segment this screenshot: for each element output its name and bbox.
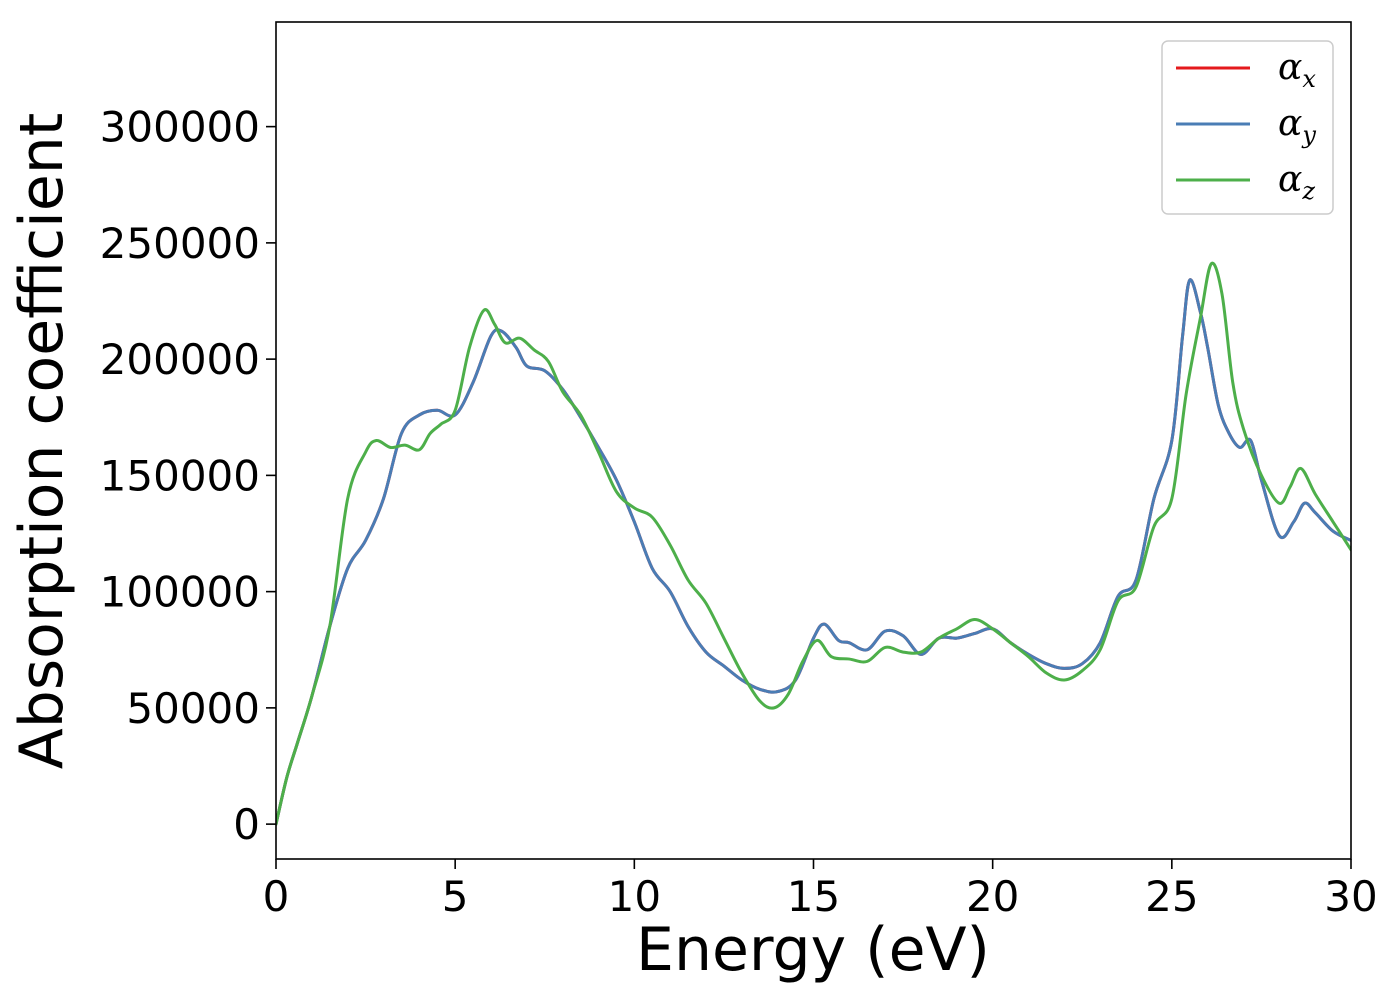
x-tick-label: 20 [966,872,1019,921]
y-tick-label: 150000 [100,451,260,500]
y-tick-label: 250000 [100,219,260,268]
x-tick-label: 15 [787,872,840,921]
y-tick-label: 200000 [100,335,260,384]
x-tick-label: 0 [263,872,290,921]
x-tick-label: 30 [1324,872,1377,921]
x-tick-label: 25 [1145,872,1198,921]
x-tick-label: 10 [608,872,661,921]
x-tick-label: 5 [442,872,469,921]
y-tick-label: 0 [233,800,260,849]
x-axis-label: Energy (eV) [636,915,990,985]
series-line-y [276,278,1351,826]
y-tick-label: 100000 [100,568,260,617]
y-axis-label: Absorption coefficient [7,113,77,770]
legend-frame [1161,40,1334,215]
y-tick-label: 300000 [100,103,260,152]
y-axis: 0 50000 100000 150000 200000 250000 300000 [100,103,276,849]
series-layer [276,261,1351,826]
series-line-x [276,278,1351,826]
y-tick-label: 50000 [126,684,260,733]
series-line-z [276,261,1351,826]
x-axis: 0 5 10 15 20 25 30 [263,859,1378,921]
legend-label-z: αz [1278,159,1315,205]
